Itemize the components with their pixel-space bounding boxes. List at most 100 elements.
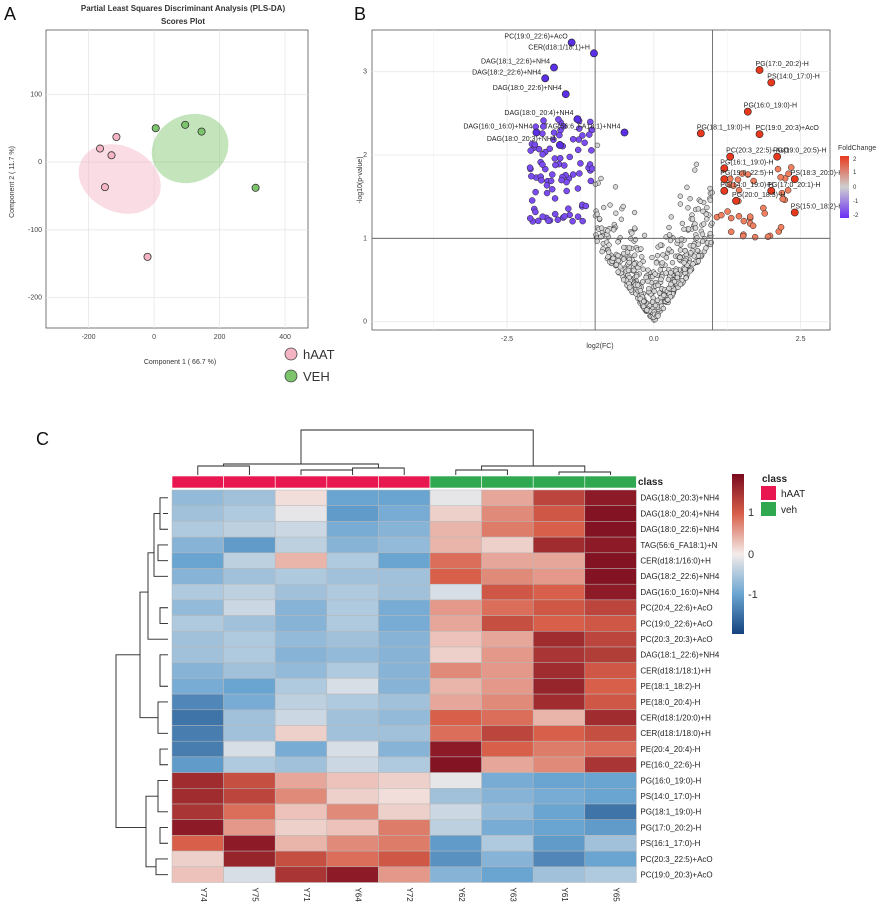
- volcano-point-ns: [598, 175, 604, 182]
- class-bar-cell: [429, 475, 482, 489]
- volcano-point-down: [551, 155, 559, 162]
- heatmap-cell: [429, 489, 482, 506]
- volcano-point-down: [582, 202, 590, 210]
- heatmap-cell: [326, 866, 379, 883]
- volcano-point-label: PC(19:0_20:3)+AcO: [756, 125, 820, 132]
- volcano-point-down: [579, 217, 586, 225]
- panel-letter-b: B: [354, 4, 366, 24]
- heatmap-cell: [171, 756, 224, 773]
- plsda-ytick: 0: [38, 159, 42, 166]
- legend-swatch-veh: [284, 369, 298, 383]
- heatmap-cell: [223, 599, 276, 616]
- heatmap-cell: [326, 505, 379, 522]
- heatmap-column-label: Y61: [560, 888, 569, 903]
- heatmap-row-label: PG(17:0_20:2)-H: [640, 823, 701, 832]
- heatmap-cell: [171, 709, 224, 726]
- heatmap-cell: [223, 819, 276, 836]
- row-dendrogram-branch: [157, 780, 168, 813]
- plsda-ylabel: Component 2 ( 11.7 %): [9, 146, 16, 218]
- volcano-point-down: [574, 146, 582, 154]
- volcano-point-label: PS(18:3_20:0)-H: [791, 170, 844, 177]
- heatmap-cell: [532, 646, 586, 663]
- volcano-point-ns: [594, 238, 600, 244]
- heatmap-cell: [584, 788, 637, 805]
- heatmap-row-label: PE(20:4_20:4)-H: [640, 745, 700, 754]
- volcano-point-down: [587, 118, 594, 126]
- heatmap-cell: [378, 835, 431, 852]
- heatmap-cell: [171, 803, 224, 820]
- heatmap-cell: [223, 646, 276, 663]
- volcano-ylabel: -log10(p-value): [357, 156, 364, 203]
- heatmap-cell: [584, 505, 637, 522]
- volcano-point-ns: [683, 275, 689, 281]
- volcano-point-ns: [658, 276, 664, 282]
- heatmap-row-label: DAG(18:0_20:4)+NH4: [640, 509, 719, 518]
- heatmap-cell: [223, 568, 276, 585]
- volcano-labeled-point: [590, 49, 598, 58]
- heatmap-cell: [481, 678, 534, 695]
- volcano-point-ns: [632, 236, 639, 243]
- volcano-point-ns: [701, 221, 707, 227]
- hm-tick-0: 0: [748, 549, 754, 561]
- volcano-point-ns: [695, 258, 702, 264]
- volcano-point-ns: [641, 298, 647, 305]
- volcano-labeled-point: [541, 74, 550, 83]
- volcano-point-ns: [652, 271, 658, 277]
- heatmap-cell: [584, 693, 637, 711]
- volcano-point-ns: [652, 302, 659, 309]
- heatmap-cell: [378, 819, 431, 836]
- heatmap-cell: [481, 583, 534, 601]
- heatmap-cell: [274, 835, 328, 852]
- heatmap-row-label: CER(d18:1/18:0)+H: [640, 729, 711, 738]
- volcano-labeled-point: [620, 128, 629, 137]
- panel-letter-c: C: [36, 429, 49, 449]
- volcano-point-up: [730, 182, 737, 189]
- heatmap-cell: [532, 819, 586, 836]
- heatmap-cell: [326, 693, 379, 711]
- heatmap-cell: [223, 740, 276, 758]
- heatmap-cell: [378, 646, 431, 663]
- volcano-point-down: [547, 177, 555, 185]
- score-point-haat: [96, 144, 105, 153]
- heatmap-cell: [326, 819, 379, 836]
- volcano-point-label: DAG(16:0_16:0)+NH4: [463, 124, 532, 131]
- legend-swatch-haat: [284, 347, 298, 361]
- volcano-point-label: PG(19:0_20:5)-H: [773, 148, 826, 155]
- volcano-point-down: [539, 161, 546, 168]
- heatmap-row-label: PC(19:0_20:3)+AcO: [640, 870, 712, 879]
- volcano-point-up: [735, 212, 743, 220]
- row-dendrogram-branch: [145, 795, 158, 868]
- row-dendrogram-branch: [159, 607, 168, 624]
- volcano-point-up: [749, 222, 757, 230]
- heatmap-cell: [481, 725, 534, 742]
- heatmap-cell: [223, 709, 276, 726]
- volcano-point-up: [777, 173, 784, 181]
- heatmap-row-label: PG(18:1_19:0)-H: [640, 808, 701, 817]
- heatmap-cell: [274, 599, 328, 616]
- volcano-point-ns: [654, 297, 661, 303]
- volcano-point-label: DAG(18:0_20:3)+NH4: [487, 136, 556, 143]
- volcano-point-ns: [694, 235, 700, 241]
- heatmap-cell: [326, 583, 379, 601]
- volcano-point-up: [777, 223, 785, 231]
- volcano-point-ns: [677, 281, 684, 287]
- volcano-labeled-point: [720, 164, 729, 173]
- heatmap-cell: [532, 489, 586, 506]
- volcano-point-ns: [665, 276, 672, 283]
- volcano-point-up: [746, 213, 754, 220]
- score-point-veh: [251, 183, 260, 192]
- volcano-point-ns: [666, 246, 672, 252]
- plsda-ytick: 100: [30, 91, 42, 98]
- confidence-ellipse-haat: [78, 144, 161, 214]
- heatmap-cell: [532, 740, 586, 758]
- heatmap-cell: [481, 803, 534, 820]
- heatmap-cell: [326, 521, 379, 538]
- volcano-point-ns: [640, 266, 646, 272]
- volcano-point-label: PG(20:0_18:3)-H: [732, 192, 785, 199]
- heatmap-cell: [326, 631, 379, 648]
- heatmap-cell: [326, 536, 379, 554]
- volcano-point-down: [532, 188, 539, 196]
- volcano-point-down: [569, 171, 577, 178]
- heatmap-cell: [223, 662, 276, 679]
- heatmap-cell: [274, 662, 328, 679]
